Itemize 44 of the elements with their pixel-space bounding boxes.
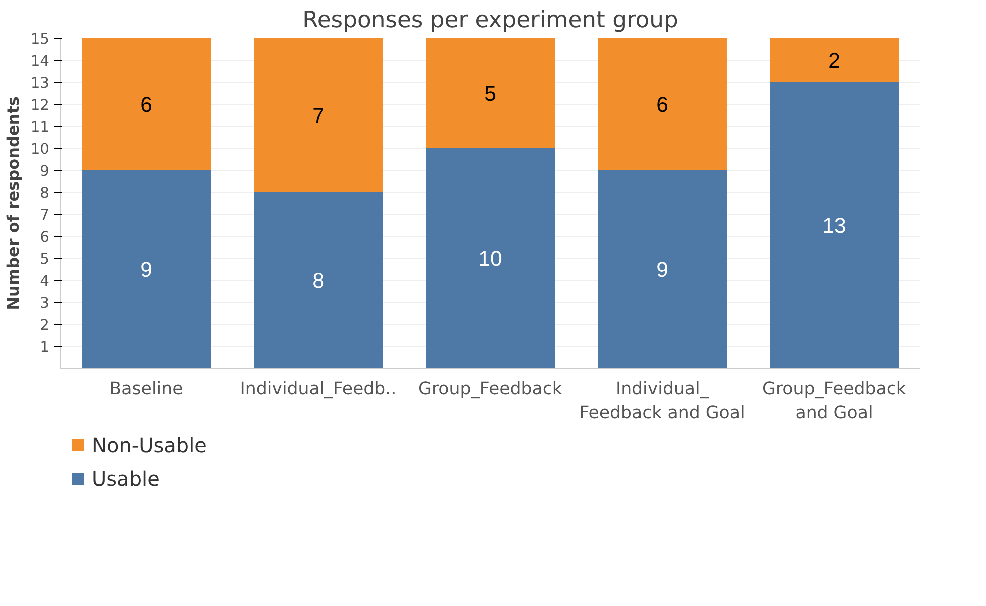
data-label: 5 [484,82,496,106]
y-tick-label: 7 [40,207,50,224]
legend-label: Usable [92,467,160,491]
x-tick-label: Individual_ Feedback and Goal [580,380,746,424]
y-tick-label: 15 [30,31,50,48]
bar [770,38,899,82]
data-label: 9 [140,258,152,282]
y-tick-label: 9 [40,163,50,180]
y-axis-title: Number of respondents [4,96,23,310]
y-tick-label: 1 [40,339,50,356]
y-tick-label: 3 [40,295,50,312]
y-tick-label: 12 [30,97,50,114]
data-label: 10 [478,247,502,271]
data-label: 2 [828,49,840,73]
x-tick-label: Individual_Feedb.. [240,380,397,400]
bar [770,82,899,368]
bar [254,38,383,192]
y-tick-label: 10 [30,141,50,158]
bar [598,170,727,368]
bar [82,170,211,368]
x-tick-label: Group_Feedback and Goal [762,380,906,424]
bar [426,148,555,368]
data-label: 6 [656,93,668,117]
data-label: 7 [312,104,324,128]
data-label: 9 [656,258,668,282]
x-tick-label: Group_Feedback [418,380,562,400]
bar [598,38,727,170]
bar [426,38,555,148]
y-tick-label: 4 [40,273,50,290]
chart-title: Responses per experiment group [302,8,678,34]
x-tick-label: Baseline [110,380,184,400]
data-label: 8 [312,269,324,293]
y-tick-label: 5 [40,251,50,268]
y-tick-label: 2 [40,317,50,334]
bar [254,192,383,368]
data-label: 6 [140,93,152,117]
y-tick-label: 13 [30,75,50,92]
data-label: 13 [822,214,846,238]
y-tick-label: 8 [40,185,50,202]
y-tick-label: 14 [30,53,50,70]
legend-label: Non-Usable [92,433,207,458]
y-tick-label: 6 [40,229,50,246]
y-tick-label: 11 [30,119,50,136]
bar [82,38,211,170]
